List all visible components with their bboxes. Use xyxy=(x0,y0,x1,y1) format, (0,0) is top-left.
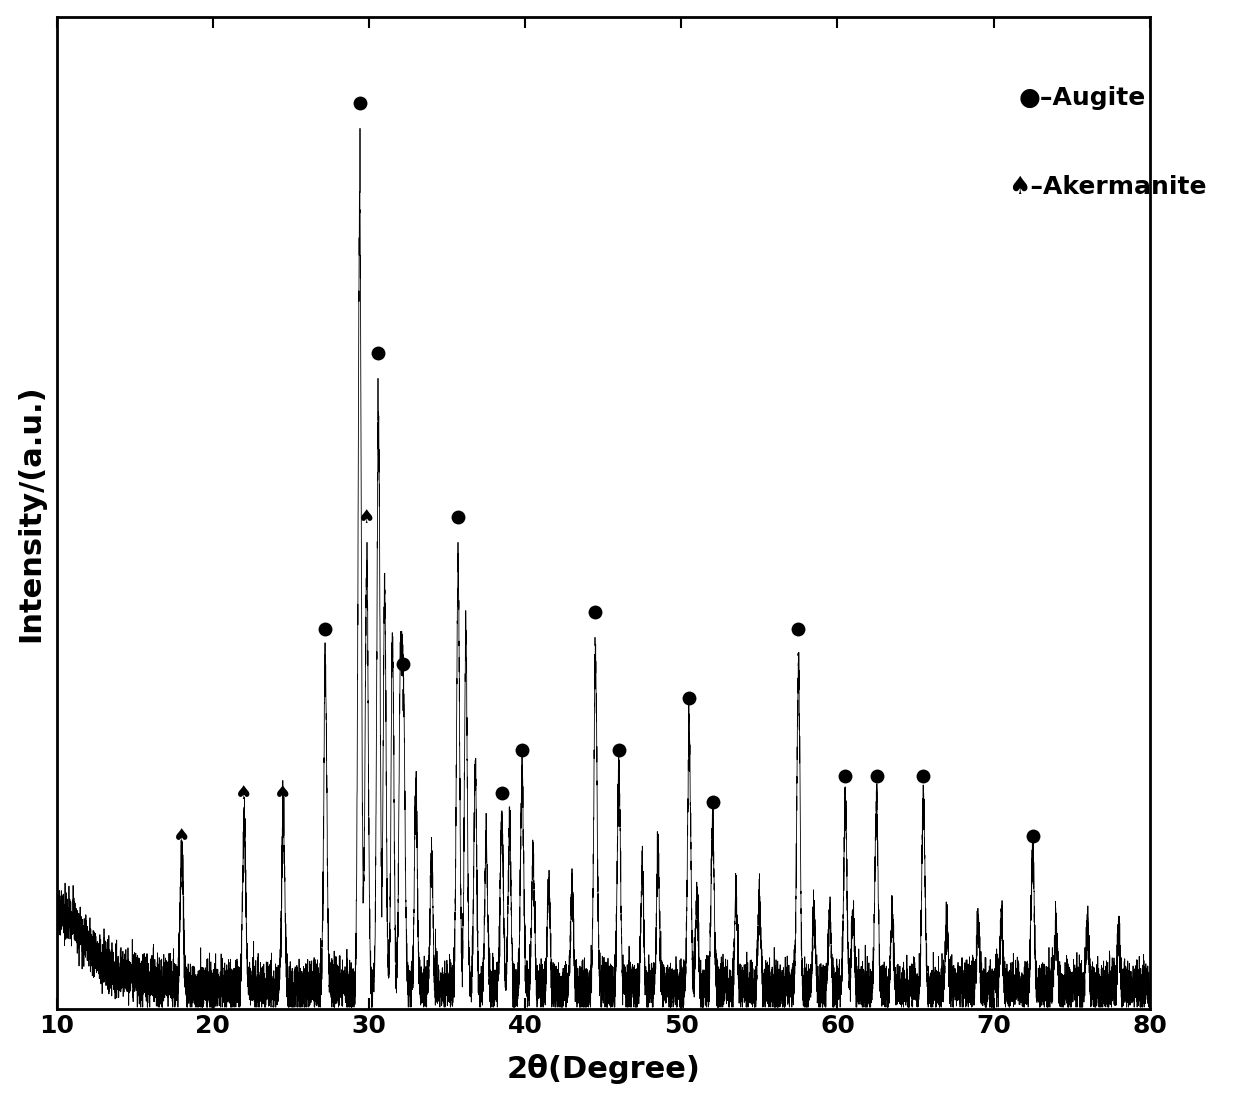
Y-axis label: Intensity/(a.u.): Intensity/(a.u.) xyxy=(16,384,46,642)
X-axis label: 2θ(Degree): 2θ(Degree) xyxy=(506,1055,701,1084)
Text: ♠: ♠ xyxy=(358,508,376,526)
Text: ♠: ♠ xyxy=(172,827,191,846)
Text: ♠: ♠ xyxy=(274,784,291,803)
Text: ●–Augite: ●–Augite xyxy=(1018,86,1146,110)
Text: ♠: ♠ xyxy=(236,784,253,803)
Text: ♠–Akermanite: ♠–Akermanite xyxy=(1008,175,1207,199)
